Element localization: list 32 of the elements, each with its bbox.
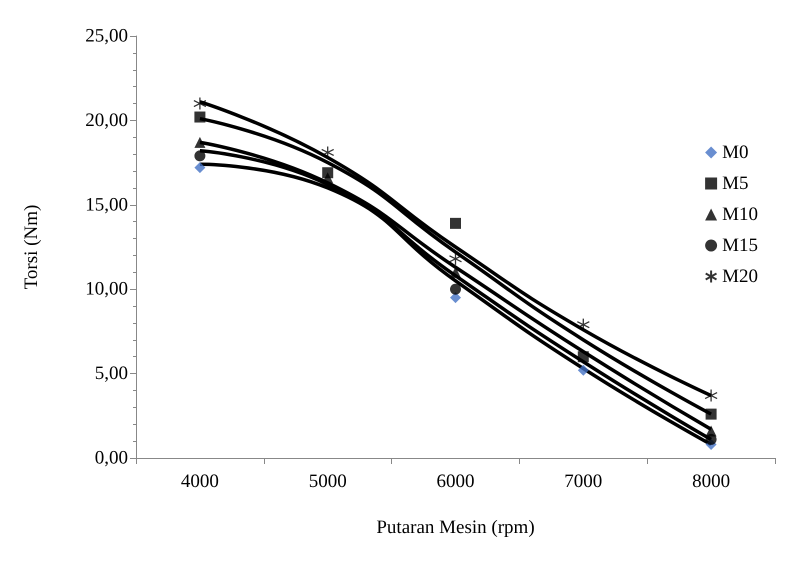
y-tick-label: 20,00 [85, 110, 128, 131]
y-tick-label: 10,00 [85, 278, 128, 300]
y-tick-label: 5,00 [94, 363, 128, 384]
point [448, 252, 462, 266]
point [193, 96, 207, 110]
x-axis-title: Putaran Mesin (rpm) [376, 517, 535, 538]
x-tick-label: 6000 [436, 471, 474, 492]
y-tick-label: 25,00 [85, 26, 128, 46]
point [450, 292, 461, 304]
point [578, 351, 589, 362]
point [706, 434, 717, 445]
y-tick-label: 0,00 [94, 448, 128, 468]
point [194, 150, 206, 162]
point [704, 388, 718, 402]
point [706, 408, 717, 420]
legend-label: M0 [722, 142, 749, 163]
point [450, 218, 461, 229]
point [194, 136, 206, 148]
legend-label: M5 [722, 173, 749, 194]
x-tick-label: 7000 [564, 471, 602, 492]
x-tick-label: 5000 [308, 471, 347, 492]
legend-label: M10 [722, 204, 758, 225]
point [194, 162, 206, 174]
legend-label: M20 [722, 266, 758, 287]
x-tick-label: 4000 [180, 471, 219, 492]
point [450, 284, 461, 295]
x-tick-label: 8000 [692, 471, 730, 492]
legend-label: M15 [722, 235, 758, 256]
y-axis-title: Torsi (Nm) [21, 204, 42, 290]
point [578, 364, 589, 376]
y-tick-label: 15,00 [85, 194, 128, 216]
point [194, 112, 206, 123]
